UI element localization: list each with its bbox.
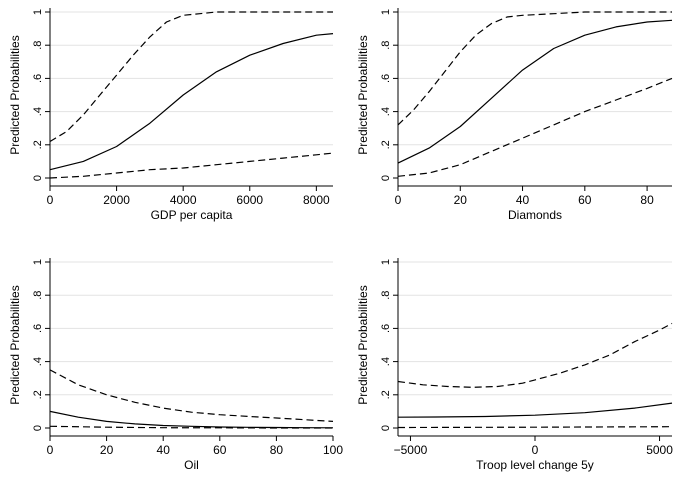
estimate-line-1 [49,410,334,429]
y-tick-label: .4 [380,357,392,366]
y-tick-label: .2 [32,140,44,149]
y-axis-title: Predicted Probabilities [8,285,22,404]
y-tick-label: 0 [380,425,392,431]
x-axis-title: Oil [184,458,199,472]
ci-bound-line-2 [49,11,333,143]
estimate-line-1 [397,19,673,164]
x-tick-label: 4000 [170,193,197,207]
x-axis-title: Diamonds [508,208,562,222]
y-tick-label: .8 [380,291,392,300]
y-axis-title: Predicted Probabilities [356,285,370,404]
ci-bound-line-2 [49,369,334,422]
x-tick-label: 20 [100,443,114,457]
ci-bound-line-3 [397,426,673,429]
y-tick-label: .4 [380,107,392,116]
x-tick-label: 40 [516,193,530,207]
x-tick-label: 0 [532,443,539,457]
x-tick-label: 0 [47,193,54,207]
x-tick-label: 5000 [646,443,673,457]
y-tick-label: .8 [32,41,44,50]
chart-panel-1: 0 .2 .4 .6 .8 1 0 2000 4000 6000 8000 GDP per capit… [8,8,334,222]
x-tick-label: 2000 [103,193,130,207]
y-tick-label: 0 [32,175,44,181]
x-tick-label: 80 [640,193,654,207]
y-axis-title: Predicted Probabilities [356,35,370,154]
x-tick-label: 8000 [303,193,330,207]
y-tick-label: 1 [32,259,44,265]
y-tick-label: .4 [32,357,44,366]
x-axis-title: GDP per capita [151,208,233,222]
x-tick-label: 0 [47,443,54,457]
x-tick-label: 0 [395,193,402,207]
y-tick-label: 0 [32,425,44,431]
y-tick-label: .8 [380,41,392,50]
y-tick-label: .6 [32,324,44,333]
estimate-line-1 [49,33,334,171]
y-tick-label: .6 [380,324,392,333]
x-tick-label: 6000 [236,193,263,207]
y-axis-title: Predicted Probabilities [8,35,22,154]
y-tick-label: .6 [380,74,392,83]
x-tick-label: 80 [270,443,284,457]
ci-bound-line-3 [49,152,334,179]
y-tick-label: .2 [380,140,392,149]
chart-panel-3: 0 .2 .4 .6 .8 1 0 20 40 60 80 100 Oil Predicted Proba… [8,258,343,472]
y-tick-label: .4 [32,107,44,116]
x-tick-label: 60 [213,443,227,457]
y-tick-label: .2 [32,390,44,399]
ci-bound-line-2 [397,322,673,388]
x-tick-label: 40 [157,443,171,457]
ci-bound-line-3 [397,77,673,177]
x-tick-label: 60 [578,193,592,207]
estimate-line-1 [397,402,673,418]
ci-bound-line-3 [49,425,333,429]
chart-panel-4: 0 .2 .4 .6 .8 1 −5000 0 5000 Troop level change 5… [356,258,673,472]
y-tick-label: .8 [32,291,44,300]
x-tick-label: 20 [454,193,468,207]
x-tick-label: −5000 [394,443,428,457]
y-tick-label: 0 [380,175,392,181]
x-axis-title: Troop level change 5y [476,458,594,472]
y-tick-label: 1 [380,9,392,15]
x-tick-label: 100 [323,443,343,457]
y-tick-label: .6 [32,74,44,83]
y-tick-label: 1 [380,259,392,265]
ci-bound-line-2 [397,11,672,126]
chart-panel-2: 0 .2 .4 .6 .8 1 0 20 40 60 80 Diamonds Predicted Pro… [356,8,673,222]
y-tick-label: .2 [380,390,392,399]
y-tick-label: 1 [32,9,44,15]
